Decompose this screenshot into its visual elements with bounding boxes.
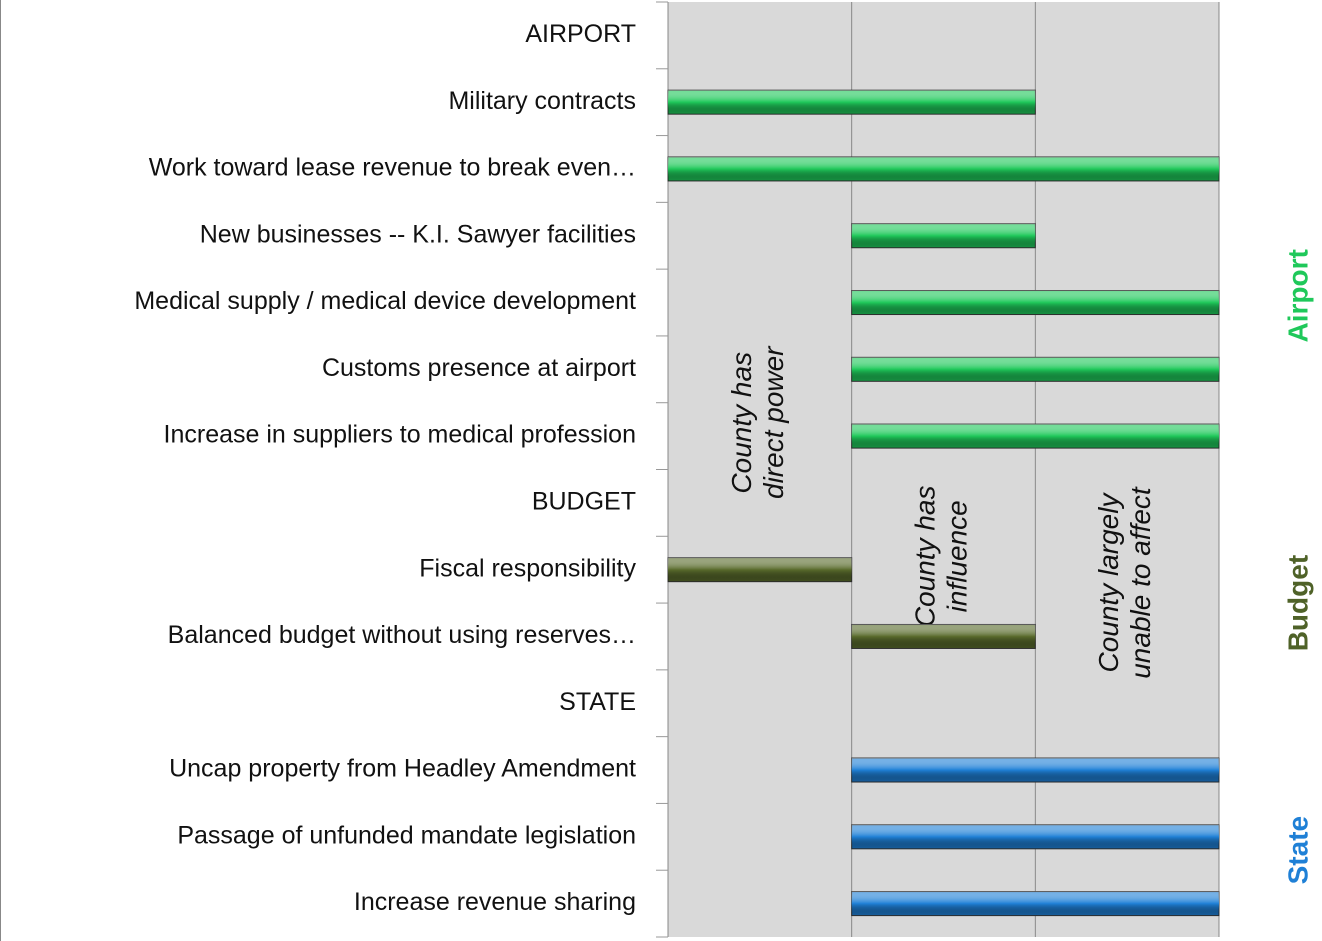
group-label: Airport xyxy=(1282,249,1313,342)
category-label: Increase revenue sharing xyxy=(354,888,636,916)
category-label: AIRPORT xyxy=(525,20,636,48)
category-label: Work toward lease revenue to break even… xyxy=(149,154,636,182)
category-label: Increase in suppliers to medical profess… xyxy=(164,421,636,449)
bar-shine xyxy=(851,290,1219,315)
category-label: BUDGET xyxy=(532,488,636,516)
annotation: County hasdirect power xyxy=(726,345,789,499)
annotation-line: direct power xyxy=(758,345,789,499)
category-label: Passage of unfunded mandate legislation xyxy=(177,821,636,849)
bar-shine xyxy=(668,156,1219,181)
category-label: Uncap property from Headley Amendment xyxy=(169,755,636,783)
group-label: State xyxy=(1282,816,1313,884)
bar-shine xyxy=(668,557,852,582)
bar-shine xyxy=(851,758,1219,783)
group-label: Budget xyxy=(1282,555,1313,651)
annotation: County largelyunable to affect xyxy=(1094,486,1157,679)
bar-shine xyxy=(851,223,1036,248)
annotation-line: County largely xyxy=(1094,492,1125,673)
bar-shine xyxy=(851,824,1219,849)
category-label: Medical supply / medical device developm… xyxy=(134,287,636,315)
category-label: Military contracts xyxy=(448,87,636,115)
category-label: New businesses -- K.I. Sawyer facilities xyxy=(200,220,636,248)
annotation-line: County has xyxy=(726,352,757,494)
category-label: STATE xyxy=(559,688,636,716)
category-label: Fiscal responsibility xyxy=(419,554,636,582)
category-label: Balanced budget without using reserves… xyxy=(168,621,636,649)
annotation-line: unable to affect xyxy=(1126,486,1157,679)
annotation-line: influence xyxy=(942,500,973,612)
bar-shine xyxy=(851,424,1219,449)
bar-shine xyxy=(851,891,1219,916)
bar-shine xyxy=(851,357,1219,382)
category-label: Customs presence at airport xyxy=(322,354,636,382)
annotation-line: County has xyxy=(910,486,941,628)
bar-shine xyxy=(851,624,1036,649)
bar-shine xyxy=(668,90,1036,115)
annotation: County hasinfluence xyxy=(910,486,973,628)
